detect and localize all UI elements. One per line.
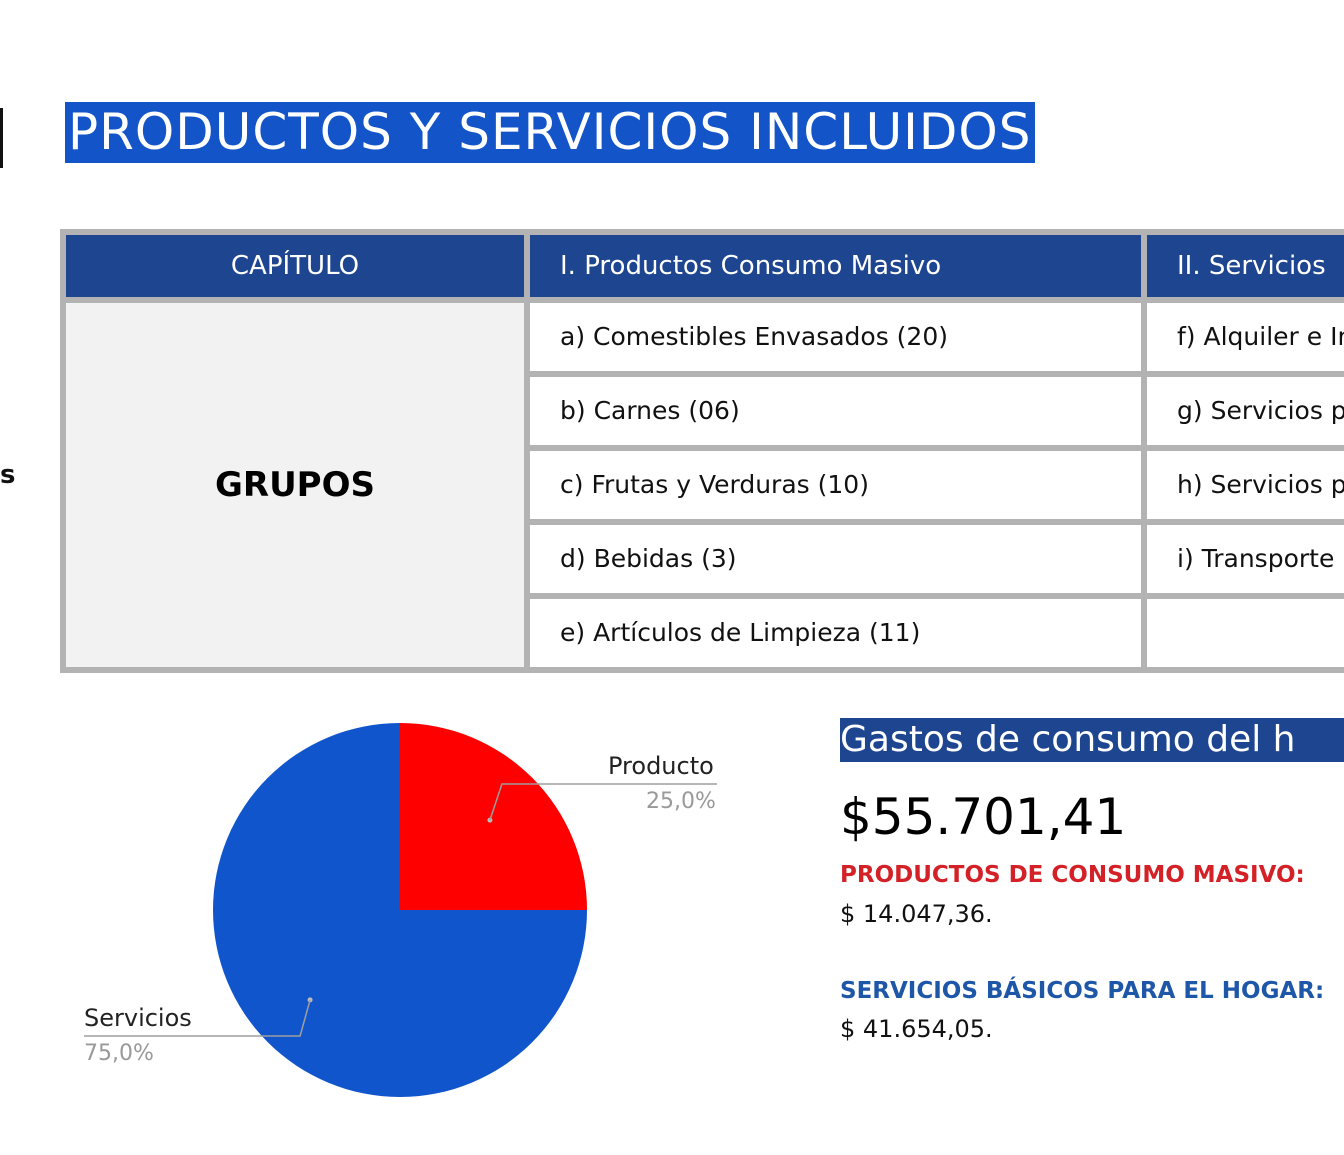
header-servicios: II. Servicios — [1147, 235, 1344, 297]
table-row: f) Alquiler e Im — [1147, 303, 1344, 371]
groups-label: GRUPOS — [66, 303, 524, 667]
table-row: d) Bebidas (3) — [530, 525, 1141, 593]
table-row: e) Artículos de Limpieza (11) — [530, 599, 1141, 667]
table-row: a) Comestibles Envasados (20) — [530, 303, 1141, 371]
table-row: c) Frutas y Verduras (10) — [530, 451, 1141, 519]
table-row: h) Servicios pa — [1147, 451, 1344, 519]
pie-svg — [84, 723, 717, 1097]
header-capitulo: CAPÍTULO — [66, 235, 524, 297]
left-edge-text: s — [0, 460, 16, 490]
slice-percent-producto: 25,0% — [646, 789, 716, 814]
services-label: SERVICIOS BÁSICOS PARA EL HOGAR: — [840, 978, 1325, 1004]
services-value: $ 41.654,05. — [840, 1015, 993, 1043]
table-row — [1147, 599, 1344, 667]
summary-heading: Gastos de consumo del h — [840, 718, 1344, 762]
pie-slice-servicios — [213, 723, 587, 1097]
table-row: i) Transporte (5 — [1147, 525, 1344, 593]
groups-table: CAPÍTULO I. Productos Consumo Masivo II.… — [60, 229, 1344, 673]
slice-label-servicios: Servicios — [84, 1004, 192, 1032]
products-value: $ 14.047,36. — [840, 900, 993, 928]
leader-line-servicios — [84, 999, 311, 1037]
pie-slice-producto — [400, 723, 587, 910]
leader-line-producto — [489, 783, 717, 821]
products-label: PRODUCTOS DE CONSUMO MASIVO: — [840, 862, 1305, 888]
page-title: PRODUCTOS Y SERVICIOS INCLUIDOS — [65, 102, 1035, 163]
left-edge-bar — [0, 108, 3, 168]
table-row: g) Servicios pa — [1147, 377, 1344, 445]
header-productos: I. Productos Consumo Masivo — [530, 235, 1141, 297]
slice-percent-servicios: 75,0% — [84, 1041, 154, 1066]
expense-pie-chart: Producto 25,0% Servicios 75,0% — [60, 700, 760, 1130]
total-amount: $55.701,41 — [840, 788, 1127, 846]
table-row: b) Carnes (06) — [530, 377, 1141, 445]
slice-label-producto: Producto — [608, 752, 714, 780]
